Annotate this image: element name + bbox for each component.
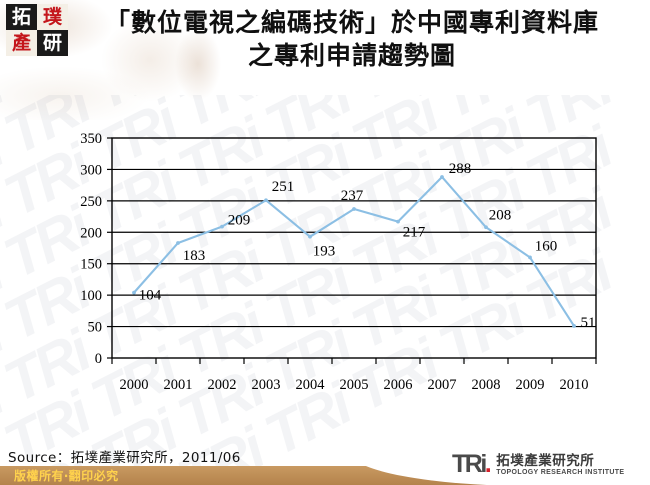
data-label: 160 <box>535 238 558 254</box>
x-axis-tick-label: 2005 <box>340 377 369 393</box>
data-point-marker <box>220 224 224 229</box>
x-axis-tick-label: 2008 <box>472 377 501 393</box>
data-point-marker <box>572 324 576 328</box>
data-point-marker <box>484 225 488 230</box>
y-axis-tick-label: 50 <box>88 320 103 336</box>
tri-logo-chinese-name: 拓墣產業研究所 <box>496 452 595 469</box>
data-label: 104 <box>139 288 162 304</box>
data-point-marker <box>440 175 444 179</box>
data-point-marker <box>132 290 136 295</box>
y-axis-tick-label: 100 <box>80 288 102 304</box>
data-label: 217 <box>403 225 426 241</box>
chart-gridlines <box>107 137 596 359</box>
x-axis-ticks <box>111 358 597 364</box>
data-point-marker <box>308 234 312 239</box>
data-point-marker <box>352 207 356 211</box>
footer-bar <box>0 466 650 485</box>
y-axis-tick-label: 250 <box>80 194 102 210</box>
series-data-labels: 104 183 209 251 193 237 217 288 208 160 51 <box>139 161 596 331</box>
patent-trend-chart: 0 50 100 150 200 250 300 350 2000 2001 2002 2003 20… <box>0 118 650 413</box>
x-axis-tick-label: 2006 <box>384 377 413 393</box>
x-axis-tick-label: 2000 <box>120 377 149 393</box>
tri-corporate-logo: TRi. 拓墣產業研究所 TOPOLOGY RESEARCH INSTITUTE <box>452 450 644 480</box>
y-axis-tick-labels: 0 50 100 150 200 250 300 350 <box>80 131 102 367</box>
seal-char-1: 拓 <box>6 4 37 30</box>
data-label: 183 <box>183 248 206 264</box>
data-label: 237 <box>341 188 364 204</box>
tri-logo-english-name: TOPOLOGY RESEARCH INSTITUTE <box>496 468 625 476</box>
tri-wordmark-text: TRi <box>452 449 487 478</box>
data-label: 288 <box>449 161 472 177</box>
series-markers <box>132 175 576 328</box>
y-axis-tick-label: 350 <box>80 131 102 147</box>
y-axis-tick-label: 200 <box>80 225 102 241</box>
page-title-line-1: 「數位電視之編碼技術」於中國專利資料庫 <box>104 8 599 37</box>
data-label: 208 <box>489 207 512 223</box>
x-axis-tick-label: 2009 <box>516 377 545 393</box>
x-axis-tick-label: 2003 <box>252 377 281 393</box>
y-axis-tick-label: 150 <box>80 257 102 273</box>
data-label: 51 <box>581 315 596 331</box>
data-label: 193 <box>313 244 336 260</box>
x-axis-tick-label: 2001 <box>164 377 193 393</box>
data-point-marker <box>176 241 180 245</box>
seal-char-2: 璞 <box>37 4 68 30</box>
x-axis-tick-label: 2007 <box>428 377 457 393</box>
x-axis-tick-label: 2004 <box>296 377 326 393</box>
x-axis-tick-labels: 2000 2001 2002 2003 2004 2005 2006 2007 2008 2009… <box>120 377 589 393</box>
tri-seal-logo: 拓 璞 產 研 <box>6 4 68 56</box>
y-axis-tick-label: 0 <box>95 351 102 367</box>
source-note: Source：拓墣產業研究所，2011/06 <box>8 450 241 466</box>
page-title-line-2: 之專利申請趨勢圖 <box>247 41 456 70</box>
x-axis-tick-label: 2010 <box>560 377 589 393</box>
plot-area-border <box>111 137 597 359</box>
data-label: 251 <box>272 179 295 195</box>
seal-char-3: 產 <box>6 30 37 56</box>
data-point-marker <box>528 255 532 260</box>
x-axis-tick-label: 2002 <box>208 377 237 393</box>
copyright-notice: 版權所有‧翻印必究 <box>14 469 119 483</box>
tri-accent-dot: . <box>484 449 492 478</box>
data-label: 209 <box>228 213 251 229</box>
tri-logo-text-block: 拓墣產業研究所 TOPOLOGY RESEARCH INSTITUTE <box>496 454 624 477</box>
data-point-marker <box>264 198 268 203</box>
y-axis-tick-label: 300 <box>80 162 102 178</box>
data-point-marker <box>396 219 400 224</box>
tri-wordmark: TRi. <box>452 449 492 478</box>
seal-char-4: 研 <box>37 30 68 56</box>
page-title: 「數位電視之編碼技術」於中國專利資料庫 之專利申請趨勢圖 <box>72 6 632 72</box>
